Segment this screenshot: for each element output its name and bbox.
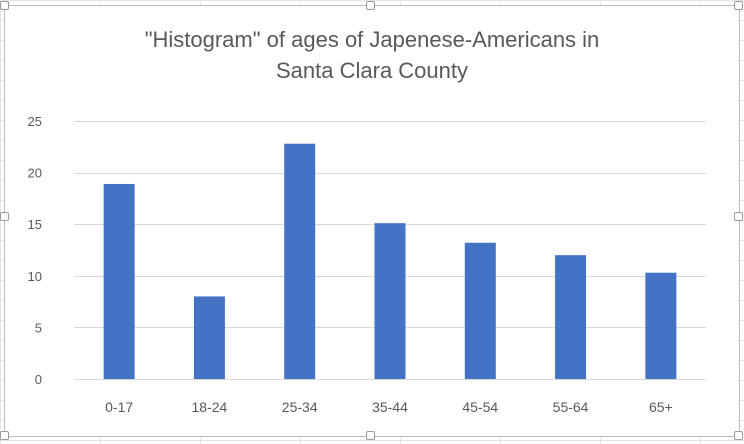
- resize-handle-top-right[interactable]: [734, 1, 743, 10]
- bar-0-17[interactable]: [103, 183, 135, 379]
- y-axis-tick-labels: 0 5 10 15 20 25: [28, 114, 42, 387]
- bar-25-34[interactable]: [284, 143, 316, 379]
- x-tick-label: 35-44: [372, 399, 408, 415]
- y-tick-label: 20: [28, 166, 42, 181]
- y-tick-label: 15: [28, 217, 42, 232]
- resize-handle-middle-right[interactable]: [734, 212, 743, 221]
- y-tick-label: 5: [35, 320, 42, 335]
- resize-handle-top-center[interactable]: [366, 1, 375, 10]
- bar-18-24[interactable]: [193, 296, 225, 379]
- resize-handle-bottom-right[interactable]: [734, 431, 743, 440]
- resize-handle-middle-left[interactable]: [0, 212, 9, 221]
- bars: [103, 143, 677, 379]
- x-tick-label: 25-34: [282, 399, 318, 415]
- x-tick-label: 65+: [649, 399, 673, 415]
- resize-handle-top-left[interactable]: [0, 1, 9, 10]
- chart-title-line-1: "Histogram" of ages of Japenese-American…: [144, 27, 600, 52]
- y-tick-label: 25: [28, 114, 42, 129]
- chart-title-line-2: Santa Clara County: [276, 58, 468, 83]
- bar-35-44[interactable]: [374, 223, 406, 379]
- x-tick-label: 0-17: [105, 399, 133, 415]
- resize-handle-bottom-center[interactable]: [366, 431, 375, 440]
- x-tick-label: 18-24: [192, 399, 228, 415]
- resize-handle-bottom-left[interactable]: [0, 431, 9, 440]
- chart-title[interactable]: "Histogram" of ages of Japenese-American…: [0, 24, 744, 86]
- x-tick-label: 45-54: [462, 399, 498, 415]
- y-tick-label: 0: [35, 372, 42, 387]
- x-axis-tick-labels: 0-17 18-24 25-34 35-44 45-54 55-64 65+: [105, 399, 673, 415]
- y-tick-label: 10: [28, 269, 42, 284]
- bar-45-54[interactable]: [464, 242, 496, 379]
- bar-55-64[interactable]: [555, 255, 587, 379]
- bar-65+[interactable]: [645, 272, 677, 379]
- x-tick-label: 55-64: [553, 399, 589, 415]
